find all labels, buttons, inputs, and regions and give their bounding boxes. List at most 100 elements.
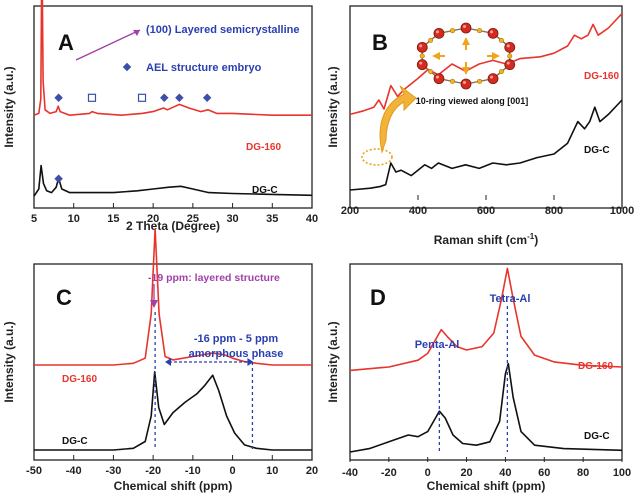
ring-tatom-highlight xyxy=(463,81,466,84)
ten-ring-inset: 10-ring viewed along [001] xyxy=(416,22,529,106)
series-line-dg-c xyxy=(349,99,623,191)
ring-tatom xyxy=(487,73,499,85)
open-square-marker xyxy=(87,93,97,102)
x-tick-label: -10 xyxy=(185,465,201,477)
x-tick-label: 20 xyxy=(147,213,159,225)
x-tick-label: 200 xyxy=(341,205,359,217)
panel-a-xlabel: 2 Theta (Degree) xyxy=(126,219,220,233)
ring-tatom-highlight xyxy=(490,30,494,34)
ael-diamond-marker xyxy=(54,93,63,103)
panel-b-frame xyxy=(349,5,623,209)
series-line-dg-160 xyxy=(349,13,623,116)
ring-oxygen-atom xyxy=(507,53,513,59)
x-tick-label: -20 xyxy=(145,465,161,477)
ring-oxygen-atom xyxy=(498,69,504,75)
ring-tatom xyxy=(416,59,428,71)
ring-oxygen-atom xyxy=(477,28,483,34)
curved-arrow-icon xyxy=(379,85,417,154)
ael-diamond-marker xyxy=(202,93,212,103)
ring-tatom xyxy=(433,27,445,39)
ring-tatom xyxy=(487,27,499,39)
x-tick-label: 10 xyxy=(68,213,80,225)
panel-b-xlabel: Raman shift (cm-1) xyxy=(434,232,538,247)
panel-a-letter: A xyxy=(58,30,74,55)
x-tick-label: 600 xyxy=(477,205,495,217)
ring-tatom xyxy=(433,73,445,85)
ring-tatom-highlight xyxy=(506,61,510,65)
series-line-dg-c xyxy=(33,164,313,197)
panel-d-plot xyxy=(349,267,623,453)
x-tick-label: -50 xyxy=(26,465,42,477)
panel-c-peak-arrowhead xyxy=(150,300,158,308)
x-tick-label: 400 xyxy=(409,205,427,217)
panel-c-label-dg160: DG-160 xyxy=(62,374,97,385)
panel-c-si-nmr: C -50 -40 -30 -20 -10 0 10 20 Chemical shift (p… xyxy=(2,228,318,493)
x-tick-label: 0 xyxy=(425,467,431,479)
panel-a-frame xyxy=(33,5,313,209)
ring-tatom xyxy=(416,41,428,53)
ring-tatom xyxy=(504,59,516,71)
x-tick-label: 5 xyxy=(31,213,37,225)
ten-ring-caption: 10-ring viewed along [001] xyxy=(416,96,529,106)
x-tick-label: 10 xyxy=(266,465,278,477)
series-line-dg-160 xyxy=(33,0,312,116)
ring-tatom xyxy=(460,78,472,90)
x-tick-label: 20 xyxy=(306,465,318,477)
panel-d-penta-label: Penta-Al xyxy=(415,339,460,351)
series-line-dg-c xyxy=(349,362,623,453)
ring-oxygen-atom xyxy=(498,37,504,43)
ring-tatom-highlight xyxy=(435,30,439,34)
x-tick-label: 40 xyxy=(306,213,318,225)
x-tick-label: 40 xyxy=(499,467,511,479)
panel-c-frame xyxy=(33,263,313,461)
panel-a-legend-arrowhead xyxy=(133,30,140,36)
panel-b-xticks: 200 400 600 800 1000 xyxy=(341,195,634,217)
ring-tatom xyxy=(460,22,472,34)
ring-oxygen-atom xyxy=(449,28,455,34)
x-tick-label: 800 xyxy=(545,205,563,217)
ring-tatom xyxy=(504,41,516,53)
x-tick-label: 80 xyxy=(577,467,589,479)
panel-b-raman: B 200 400 600 800 1000 Raman shift (cm-1) In… xyxy=(326,5,634,247)
panel-c-range-label: -16 ppm - 5 ppm xyxy=(194,333,279,345)
x-tick-label: 35 xyxy=(266,213,278,225)
panel-d-letter: D xyxy=(370,285,386,310)
x-tick-label: -20 xyxy=(381,467,397,479)
panel-a-label-dgc: DG-C xyxy=(252,185,278,196)
x-tick-label: 1000 xyxy=(610,205,634,217)
panel-d-label-dg160: DG-160 xyxy=(578,361,613,372)
series-line-dg-160 xyxy=(349,267,623,372)
panel-c-ylabel: Intensity (a.u.) xyxy=(2,321,16,402)
x-tick-label: 20 xyxy=(460,467,472,479)
panel-d-tetra-label: Tetra-Al xyxy=(490,293,531,305)
ring-tatom-highlight xyxy=(463,25,466,28)
panel-a-legend-arrow xyxy=(75,29,141,61)
ring-tatom-highlight xyxy=(506,44,510,48)
ring-tatom-highlight xyxy=(419,44,423,48)
panel-d-xlabel: Chemical shift (ppm) xyxy=(427,479,546,493)
panel-b-label-dgc: DG-C xyxy=(584,145,610,156)
panel-a-xticks: 5 10 15 20 25 30 35 40 xyxy=(31,203,318,225)
range-arrowhead-left xyxy=(165,358,172,366)
panel-d-label-dgc: DG-C xyxy=(584,431,610,442)
ring-arrow-up-icon xyxy=(462,37,470,45)
x-tick-label: -30 xyxy=(105,465,121,477)
x-tick-label: -40 xyxy=(66,465,82,477)
panel-c-label-dgc: DG-C xyxy=(62,436,88,447)
low-shift-highlight-circle xyxy=(361,148,393,166)
panel-b-label-dg160: DG-160 xyxy=(584,71,619,82)
ring-arrow-left-icon xyxy=(432,52,440,60)
series-line-dg-c xyxy=(34,371,312,451)
panel-a-legend-ael: AEL structure embryo xyxy=(146,62,262,74)
ring-tatom-highlight xyxy=(435,75,439,79)
panel-d-ylabel: Intensity (a.u.) xyxy=(326,321,340,402)
panel-d-al-nmr: D -40 -20 0 20 40 60 80 100 Chemical shift (ppm… xyxy=(326,263,631,493)
x-tick-label: 30 xyxy=(226,213,238,225)
x-tick-label: 60 xyxy=(538,467,550,479)
ael-diamond-marker xyxy=(160,93,169,103)
ael-diamond-marker xyxy=(54,174,63,184)
ring-oxygen-atom xyxy=(428,69,434,75)
panel-a-label-dg160: DG-160 xyxy=(246,142,281,153)
ring-oxygen-atom xyxy=(419,53,425,59)
